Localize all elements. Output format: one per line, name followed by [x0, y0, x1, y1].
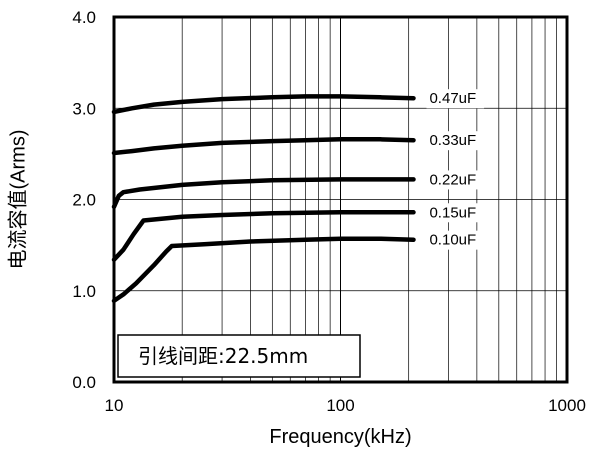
series-line-2	[111, 177, 416, 210]
y-tick-label: 0.0	[72, 373, 96, 392]
y-tick-label: 3.0	[72, 99, 96, 118]
series-label-bg	[426, 230, 485, 250]
x-tick-label: 1000	[548, 396, 586, 415]
series-label-bg	[426, 203, 485, 223]
series-label-bg	[426, 131, 485, 151]
y-tick-label: 4.0	[72, 8, 96, 27]
x-axis-title: Frequency(kHz)	[269, 426, 411, 448]
x-tick-label: 10	[105, 396, 124, 415]
series-line-4	[111, 236, 416, 304]
y-tick-label: 2.0	[72, 191, 96, 210]
series-label-bg	[426, 89, 485, 109]
annotation-text: 引线间距:22.5mm	[138, 344, 308, 368]
y-axis-title: 电流容值(Arms)	[6, 130, 29, 270]
series-label: 0.22uF	[429, 171, 476, 188]
grid	[114, 17, 567, 382]
annotation-border	[117, 334, 361, 378]
y-tick-label: 1.0	[72, 282, 96, 301]
series-labels: 0.47uF 0.33uF 0.22uF 0.15uF 0.10uF	[426, 89, 485, 250]
series-line-1	[111, 137, 416, 156]
series-label: 0.10uF	[429, 232, 476, 249]
series-line-0	[111, 94, 416, 115]
tick-labels: 10 100 1000 0.0 1.0 2.0 3.0 4.0	[72, 8, 586, 415]
series-label: 0.47uF	[429, 90, 476, 107]
annotation-box: 引线间距:22.5mm	[117, 334, 361, 378]
series-line-3	[111, 210, 416, 262]
series-label-bg	[426, 170, 485, 190]
series-label: 0.33uF	[429, 132, 476, 149]
series-layer	[111, 94, 416, 304]
plot-frame	[112, 15, 569, 384]
x-tick-label: 100	[326, 396, 354, 415]
series-label: 0.15uF	[429, 204, 476, 221]
